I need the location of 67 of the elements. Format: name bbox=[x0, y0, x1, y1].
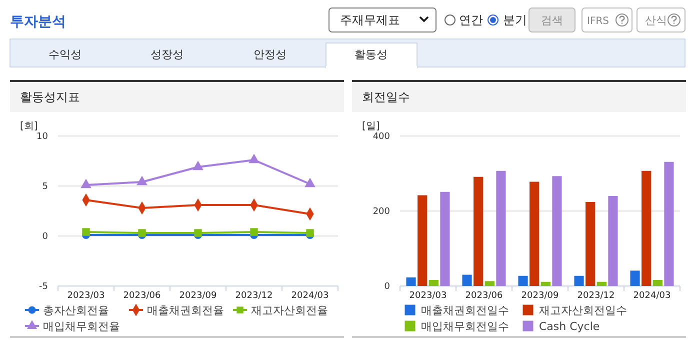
legend-label: 매입채무회전율 bbox=[43, 320, 120, 333]
bar bbox=[474, 176, 484, 286]
chart-title: 활동성지표 bbox=[20, 90, 80, 104]
legend-label: 매입채무회전일수 bbox=[421, 320, 509, 333]
legend-label: Cash Cycle bbox=[539, 320, 600, 333]
y-tick-label: 200 bbox=[372, 207, 390, 217]
text: 투자분석 bbox=[10, 14, 66, 30]
y-tick-label: 0 bbox=[384, 282, 390, 292]
point bbox=[80, 178, 92, 188]
x-tick-label: 2024/03 bbox=[633, 291, 671, 301]
bar bbox=[574, 276, 584, 286]
text: 수익성 bbox=[48, 48, 82, 61]
bar bbox=[440, 192, 450, 286]
text: 검색 bbox=[541, 14, 563, 27]
y-axis-title: [회] bbox=[20, 121, 38, 132]
bar bbox=[608, 196, 618, 286]
x-tick-label: 2023/09 bbox=[179, 291, 217, 301]
point bbox=[250, 228, 258, 236]
text: 연간 bbox=[459, 13, 483, 27]
x-tick-label: 2023/06 bbox=[123, 291, 161, 301]
text: 산식 bbox=[645, 14, 667, 27]
bar bbox=[586, 202, 596, 286]
bar bbox=[630, 270, 640, 286]
y-tick-label: 0 bbox=[42, 232, 48, 242]
legend-label: 매출채권회전율 bbox=[147, 304, 224, 317]
legend-label: 재고자산회전율 bbox=[251, 304, 328, 317]
y-tick-label: -5 bbox=[39, 282, 48, 292]
y-tick-label: 5 bbox=[42, 182, 48, 192]
bar bbox=[540, 282, 550, 286]
x-tick-label: 2024/03 bbox=[291, 291, 329, 301]
legend-label: 재고자산회전일수 bbox=[539, 304, 627, 317]
bar bbox=[596, 282, 606, 286]
point bbox=[304, 178, 316, 188]
chart-title: 회전일수 bbox=[362, 90, 410, 104]
point bbox=[82, 228, 90, 236]
bar bbox=[484, 281, 494, 286]
x-tick-label: 2023/12 bbox=[235, 291, 273, 301]
bar bbox=[496, 170, 506, 286]
bar bbox=[530, 182, 540, 286]
point bbox=[136, 176, 148, 186]
bar bbox=[642, 170, 652, 286]
x-tick-label: 2023/09 bbox=[521, 291, 559, 301]
y-tick-label: 400 bbox=[372, 132, 390, 142]
point bbox=[248, 154, 260, 164]
x-tick-label: 2023/03 bbox=[409, 291, 447, 301]
bar bbox=[406, 277, 416, 286]
y-axis-title: [일] bbox=[362, 121, 380, 132]
y-tick-label: 10 bbox=[36, 132, 48, 142]
bar bbox=[418, 195, 428, 286]
x-tick-label: 2023/12 bbox=[577, 291, 615, 301]
text: 주재무제표 bbox=[340, 13, 400, 27]
bar bbox=[428, 280, 438, 286]
bar bbox=[462, 274, 472, 286]
x-tick-label: 2023/03 bbox=[67, 291, 105, 301]
text: IFRS bbox=[587, 16, 609, 27]
bar bbox=[518, 276, 528, 286]
text: 활동성 bbox=[354, 48, 388, 61]
point bbox=[192, 160, 204, 170]
bar bbox=[664, 162, 674, 286]
bar bbox=[652, 280, 662, 286]
legend-label: 총자산회전율 bbox=[43, 304, 109, 317]
text: 성장성 bbox=[150, 48, 184, 61]
legend-label: 매출채권회전일수 bbox=[421, 304, 509, 317]
text: 안정성 bbox=[254, 48, 286, 61]
text: 분기 bbox=[503, 13, 527, 27]
bar bbox=[552, 176, 562, 286]
x-tick-label: 2023/06 bbox=[465, 291, 503, 301]
